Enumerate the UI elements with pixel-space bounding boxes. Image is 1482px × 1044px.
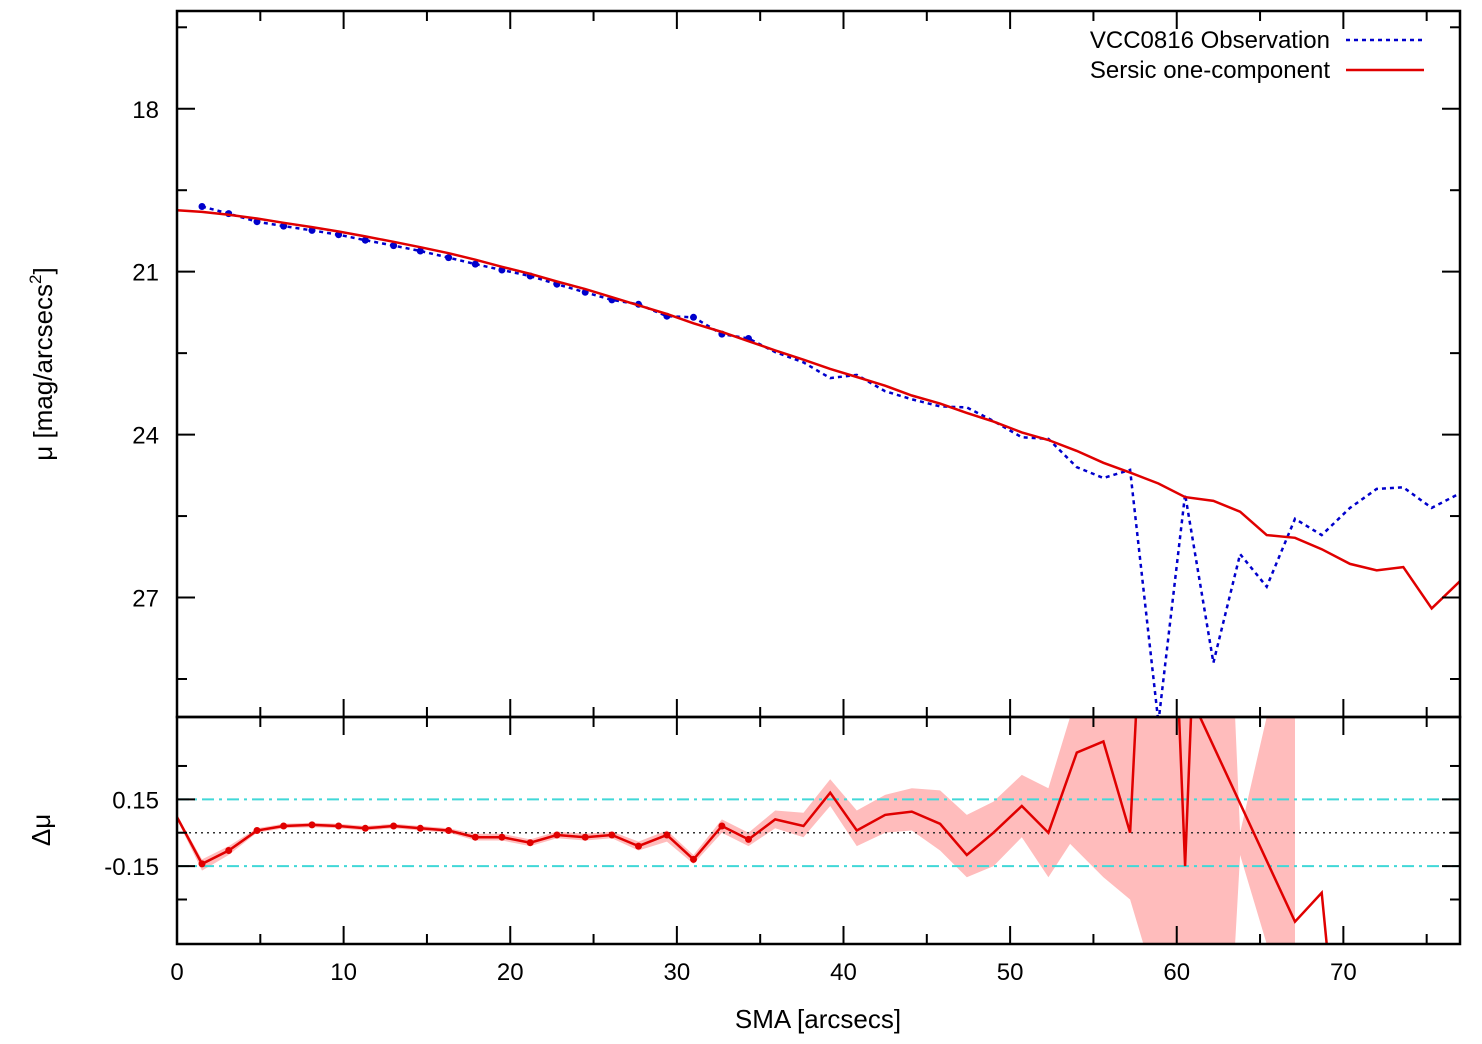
residual-point [445,827,453,834]
residual-point [335,822,343,830]
residual-point [526,839,534,847]
observation-line [201,205,1460,717]
bottom-frame [175,715,1462,946]
residual-point [198,860,206,868]
x-tick-label: 60 [1163,959,1190,986]
x-tick-label: 0 [170,959,183,986]
residual-point [225,847,233,854]
y-axis-title-bottom: Δμ [26,814,56,846]
y-axis-title-top: μ [mag/arcsecs2] [26,267,58,461]
bottom-y-ticks: 0.15 -0.15 [104,764,1460,901]
residual-point [308,821,316,829]
x-ticks: 0 10 20 30 40 50 60 70 [170,11,1428,986]
residual-point [280,822,288,830]
residual-band-layer [177,717,1295,944]
legend-label-sersic: Sersic one-component [1090,57,1330,84]
y-tick-label: 21 [132,260,159,287]
residual-point [253,827,261,834]
residual-point [745,835,752,843]
residual-point [361,824,369,832]
y-tick-label: 27 [132,586,159,613]
observation-point [361,236,369,244]
residual-point [608,831,616,839]
legend-label-observation: VCC0816 Observation [1090,27,1330,54]
x-axis-title: SMA [arcsecs] [735,1004,901,1034]
y-tick-label: 0.15 [112,787,159,814]
residual-reference-lines [177,798,1460,868]
legend: VCC0816 Observation Sersic one-component [1090,27,1424,84]
residual-error-band [177,717,1295,944]
observation-point [280,222,288,230]
observation-point [690,313,697,321]
residual-data-layer [177,717,1328,944]
top-data-layer [177,203,1460,717]
observation-point [471,260,479,268]
residual-point [553,831,561,839]
observation-point [416,247,424,255]
y-tick-label: 18 [132,97,159,124]
residual-point [690,855,697,863]
y-tick-label: -0.15 [104,854,159,881]
residuals-panel: 0.15 -0.15 0 10 20 30 40 50 60 70 Δμ SMA [arcsec… [26,11,1460,1034]
residual-point [581,833,589,841]
residual-point [718,822,726,830]
residual-point [498,833,506,841]
observation-point [198,203,206,210]
observation-point [445,254,453,262]
residual-point [635,842,642,850]
plot-frames [175,9,1462,946]
residual-point [390,822,398,830]
x-tick-label: 70 [1330,959,1357,986]
x-tick-label: 40 [830,959,857,986]
x-tick-label: 30 [664,959,691,986]
x-tick-label: 10 [330,959,357,986]
y-tick-label: 24 [132,423,159,450]
top-y-ticks: 18 21 24 27 [132,26,1460,680]
residual-point [663,831,671,839]
x-tick-label: 20 [497,959,524,986]
surface-brightness-panel: 18 21 24 27 μ [mag/arcsecs2] VCC0816 Observ… [26,26,1460,717]
observation-point [390,242,398,250]
residual-point [416,824,424,832]
x-tick-label: 50 [997,959,1024,986]
sersic-line [177,209,1460,611]
residual-point [471,833,479,841]
